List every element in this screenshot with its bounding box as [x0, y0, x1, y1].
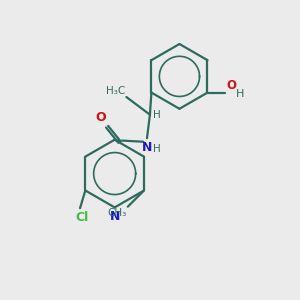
Text: Cl: Cl	[75, 211, 88, 224]
Text: N: N	[110, 210, 120, 223]
Text: O: O	[226, 79, 236, 92]
Text: N: N	[142, 141, 152, 154]
Text: H: H	[154, 143, 161, 154]
Text: H₃C: H₃C	[106, 85, 125, 95]
Text: CH₃: CH₃	[107, 208, 126, 218]
Text: H: H	[154, 110, 161, 120]
Text: H: H	[236, 89, 245, 99]
Text: O: O	[95, 111, 106, 124]
